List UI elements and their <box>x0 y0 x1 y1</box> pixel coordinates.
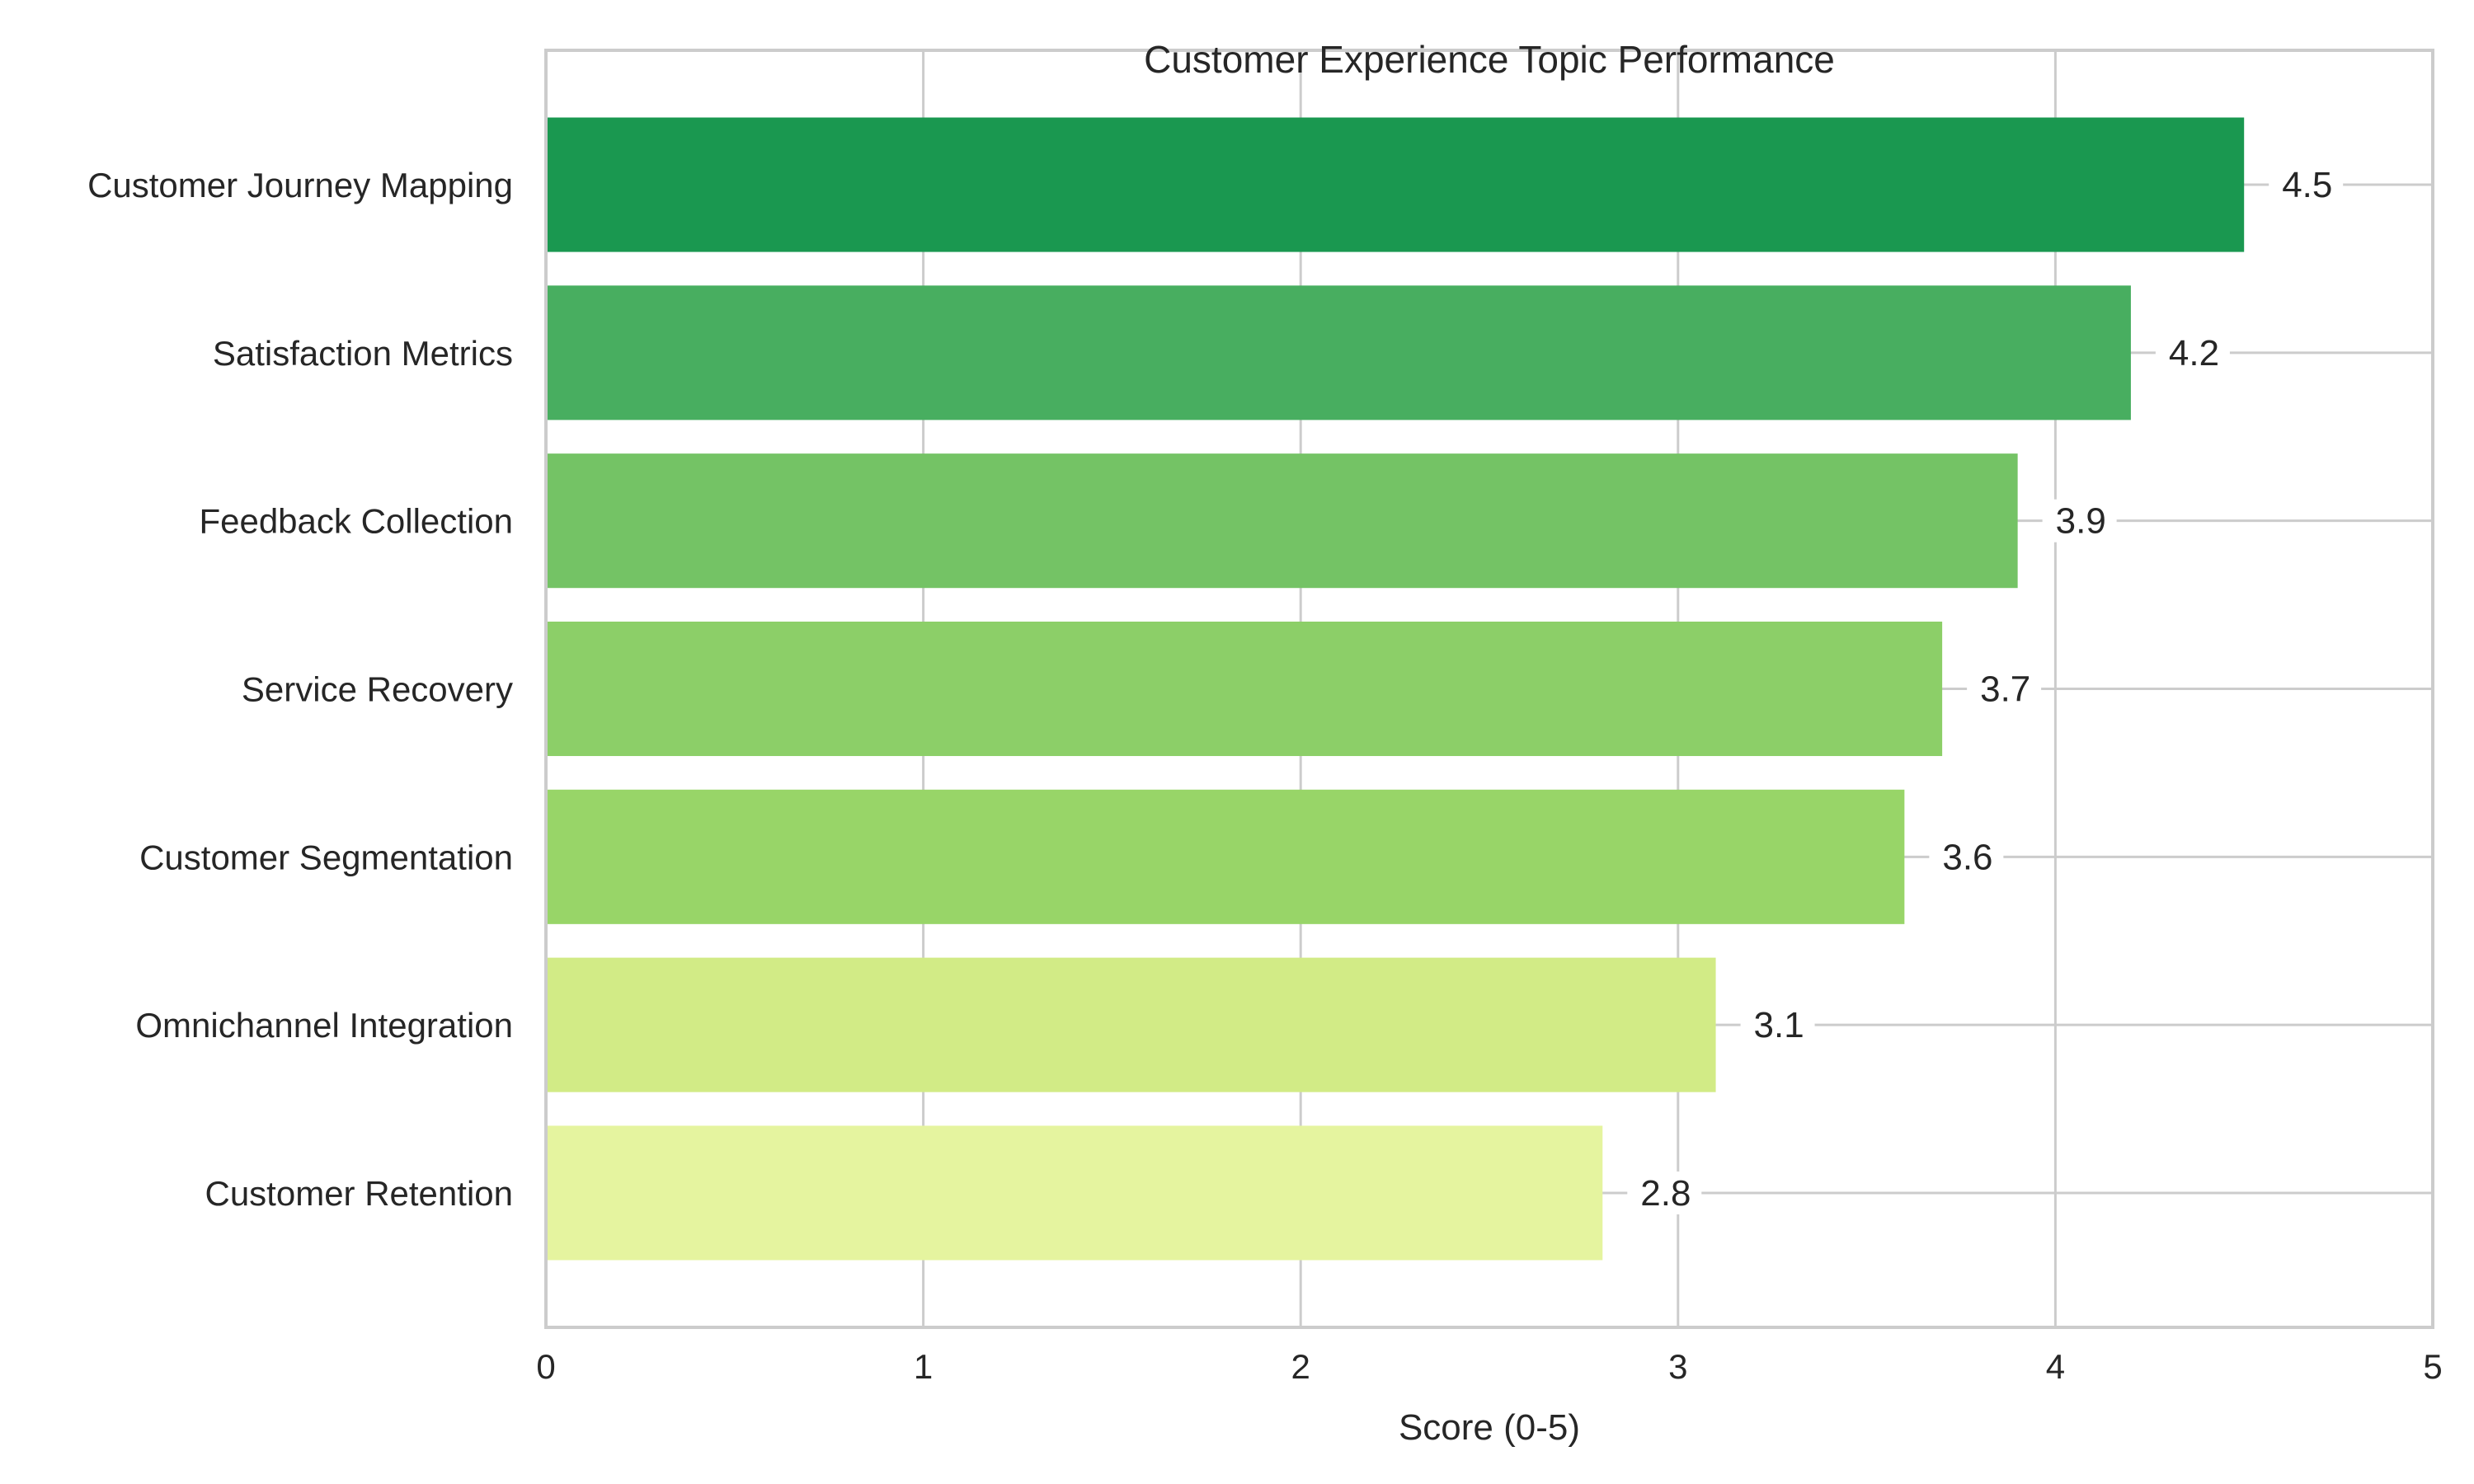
x-tick-label: 1 <box>914 1347 933 1386</box>
x-tick-label: 5 <box>2423 1347 2442 1386</box>
labels: 0 1 2 3 4 5 Customer Journey Mapping 4.5 Satisfa… <box>87 163 2443 1386</box>
value-label-background <box>2269 163 2344 207</box>
value-label-background <box>1967 667 2042 711</box>
bar <box>546 453 2018 589</box>
bar-value-label: 4.5 <box>2282 165 2332 205</box>
plot-frame <box>544 49 2434 1329</box>
bar-value-label: 3.6 <box>1942 837 1992 877</box>
x-tick-label: 3 <box>1668 1347 1687 1386</box>
value-label-background <box>1929 835 2004 879</box>
y-category-label: Service Recovery <box>242 670 513 709</box>
bar-value-label: 3.7 <box>1980 669 2030 710</box>
x-tick-label: 0 <box>536 1347 555 1386</box>
x-tick-label: 2 <box>1291 1347 1310 1386</box>
y-category-label: Customer Segmentation <box>139 838 513 876</box>
y-category-label: Satisfaction Metrics <box>213 334 513 373</box>
bar <box>546 621 1943 757</box>
y-category-label: Customer Retention <box>205 1174 513 1213</box>
x-axis-label: Score (0-5) <box>1399 1407 1580 1448</box>
bar <box>546 1125 1603 1261</box>
bar <box>546 789 1905 924</box>
y-category-label: Omnichannel Integration <box>135 1006 513 1045</box>
value-label-background <box>2042 499 2117 542</box>
bar <box>546 285 2131 420</box>
bar-value-label: 4.2 <box>2169 333 2219 373</box>
bar-value-label: 2.8 <box>1640 1173 1691 1214</box>
y-category-label: Feedback Collection <box>199 502 513 541</box>
y-category-label: Customer Journey Mapping <box>87 166 513 204</box>
bar <box>546 117 2245 252</box>
x-tick-label: 4 <box>2046 1347 2065 1386</box>
value-label-background <box>1627 1171 1702 1214</box>
bar <box>546 957 1716 1092</box>
chart-title: Customer Experience Topic Performance <box>1144 38 1835 81</box>
value-label-background <box>2155 331 2230 374</box>
bar-value-label: 3.1 <box>1754 1005 1804 1045</box>
bars <box>546 117 2245 1261</box>
bar-value-label: 3.9 <box>2056 501 2106 542</box>
value-label-background <box>1740 1003 1815 1047</box>
